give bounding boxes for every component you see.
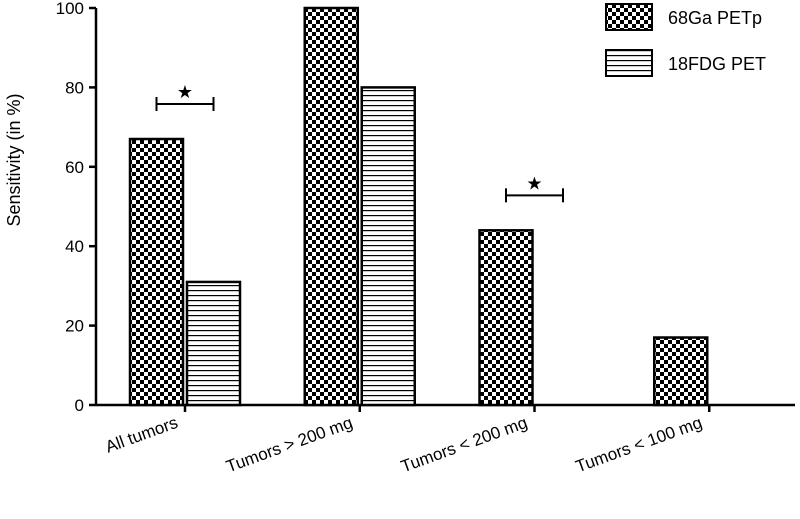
- x-tick-label: Tumors < 100 mg: [573, 413, 705, 476]
- legend-swatch: [605, 49, 653, 77]
- y-tick-label: 20: [65, 317, 84, 336]
- legend-swatch: [605, 3, 653, 31]
- y-tick-label: 100: [56, 0, 84, 18]
- x-tick-label: Tumors < 200 mg: [398, 413, 530, 476]
- bar: [303, 6, 359, 407]
- bars: [128, 6, 709, 407]
- y-tick-label: 40: [65, 237, 84, 256]
- significance-star: ★: [177, 82, 193, 102]
- y-tick-label: 60: [65, 158, 84, 177]
- x-tick-label: All tumors: [103, 413, 181, 457]
- bar: [653, 336, 709, 407]
- bar: [185, 280, 242, 407]
- y-axis-title: Sensitivity (in %): [4, 93, 24, 226]
- annotations: ★★: [155, 82, 564, 203]
- bar: [360, 86, 416, 407]
- legend-label: 68Ga PETp: [668, 8, 762, 28]
- y-tick-label: 0: [75, 396, 84, 415]
- x-tick-label: Tumors > 200 mg: [224, 413, 356, 476]
- bar: [128, 137, 185, 407]
- legend-label: 18FDG PET: [668, 54, 766, 74]
- significance-star: ★: [526, 173, 542, 193]
- legend: 68Ga PETp 18FDG PET: [605, 3, 766, 77]
- y-tick-label: 80: [65, 78, 84, 97]
- bar: [478, 229, 534, 407]
